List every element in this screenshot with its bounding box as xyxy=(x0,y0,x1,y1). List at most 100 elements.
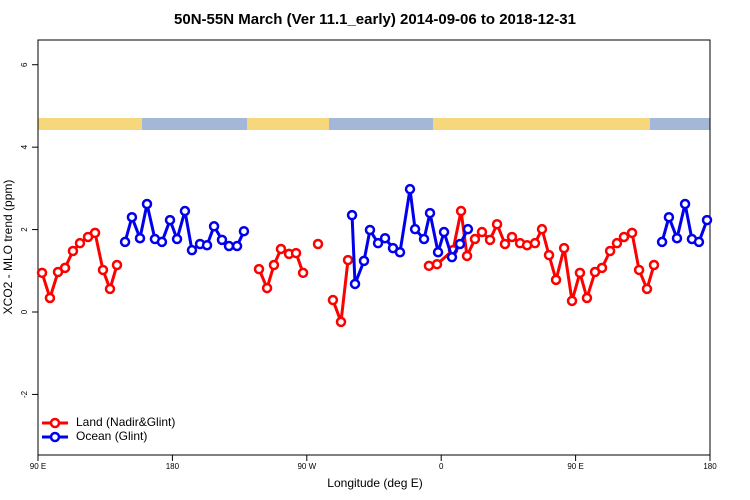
data-point xyxy=(335,316,347,328)
data-point xyxy=(104,283,116,295)
data-point xyxy=(253,263,265,275)
data-point xyxy=(342,254,354,266)
data-point xyxy=(275,243,287,255)
chart-title: 50N-55N March (Ver 11.1_early) 2014-09-0… xyxy=(174,11,576,28)
data-point xyxy=(372,237,384,249)
series-line xyxy=(40,209,656,324)
data-point xyxy=(134,232,146,244)
data-point xyxy=(394,246,406,258)
data-point xyxy=(36,267,48,279)
data-point xyxy=(431,258,443,270)
data-point xyxy=(566,295,578,307)
data-point xyxy=(238,225,250,237)
data-point xyxy=(179,205,191,217)
y-tick-label: 0 xyxy=(20,309,29,314)
data-point xyxy=(261,282,273,294)
data-point xyxy=(432,246,444,258)
data-point xyxy=(171,233,183,245)
data-point xyxy=(119,236,131,248)
data-point xyxy=(529,237,541,249)
x-tick-label: 180 xyxy=(703,462,717,471)
data-point xyxy=(164,214,176,226)
data-point xyxy=(656,236,668,248)
data-point xyxy=(446,251,458,263)
data-point xyxy=(550,274,562,286)
data-point xyxy=(223,240,235,252)
legend-marker xyxy=(49,431,61,443)
data-point xyxy=(461,250,473,262)
data-point xyxy=(156,236,168,248)
data-point xyxy=(491,218,503,230)
data-point xyxy=(648,259,660,271)
data-point xyxy=(346,209,358,221)
data-point xyxy=(596,262,608,274)
data-point xyxy=(379,232,391,244)
data-point xyxy=(201,239,213,251)
data-point xyxy=(469,233,481,245)
y-tick-label: 6 xyxy=(20,62,29,67)
data-point xyxy=(558,242,570,254)
data-point xyxy=(89,227,101,239)
data-point xyxy=(543,249,555,261)
data-point xyxy=(581,292,593,304)
data-point xyxy=(671,232,683,244)
data-point xyxy=(454,238,466,250)
data-point xyxy=(462,223,474,235)
data-point xyxy=(693,236,705,248)
data-point xyxy=(297,267,309,279)
data-point xyxy=(476,226,488,238)
x-tick-label: 180 xyxy=(166,462,180,471)
data-point xyxy=(208,221,220,232)
data-point xyxy=(364,224,376,236)
data-point xyxy=(349,278,361,290)
x-tick-label: 90 W xyxy=(297,462,316,471)
y-tick-label: 4 xyxy=(20,144,29,149)
x-tick-label: 90 E xyxy=(30,462,46,471)
data-point xyxy=(409,223,421,235)
data-point xyxy=(111,259,123,271)
y-tick-label: 2 xyxy=(20,227,29,232)
x-tick-label: 0 xyxy=(439,462,444,471)
data-point xyxy=(641,283,653,295)
data-point xyxy=(611,237,623,249)
data-point xyxy=(268,259,280,271)
legend-marker xyxy=(49,417,61,429)
data-point xyxy=(506,231,518,243)
data-point xyxy=(424,207,436,219)
data-point xyxy=(290,247,302,259)
surface-strip xyxy=(38,118,710,130)
data-point xyxy=(418,233,430,245)
data-point xyxy=(455,205,467,217)
data-point xyxy=(679,198,691,210)
data-point xyxy=(438,226,450,238)
data-point xyxy=(59,262,71,274)
data-point xyxy=(97,264,109,276)
data-point xyxy=(44,292,56,304)
y-tick-label: -2 xyxy=(20,390,29,398)
data-point xyxy=(358,255,370,267)
y-axis-label: XCO2 - MLO trend (ppm) xyxy=(1,180,15,315)
legend-label: Land (Nadir&Glint) xyxy=(76,415,175,429)
data-point xyxy=(231,240,243,252)
data-point xyxy=(404,183,416,195)
data-point xyxy=(618,231,630,243)
data-point xyxy=(67,245,79,257)
data-point xyxy=(574,267,586,279)
data-point xyxy=(423,260,435,272)
data-point xyxy=(604,245,616,257)
data-point xyxy=(536,223,548,235)
data-point xyxy=(663,211,675,223)
data-point xyxy=(74,237,86,249)
plot-frame xyxy=(37,39,711,456)
data-point xyxy=(626,227,638,239)
data-point xyxy=(633,264,645,276)
legend-label: Ocean (Glint) xyxy=(76,429,147,443)
data-point xyxy=(701,214,713,226)
x-tick-label: 90 E xyxy=(567,462,583,471)
data-point xyxy=(216,234,228,246)
data-point xyxy=(141,198,153,210)
x-axis-label: Longitude (deg E) xyxy=(327,476,422,490)
data-point xyxy=(312,238,324,250)
data-point xyxy=(126,211,138,223)
